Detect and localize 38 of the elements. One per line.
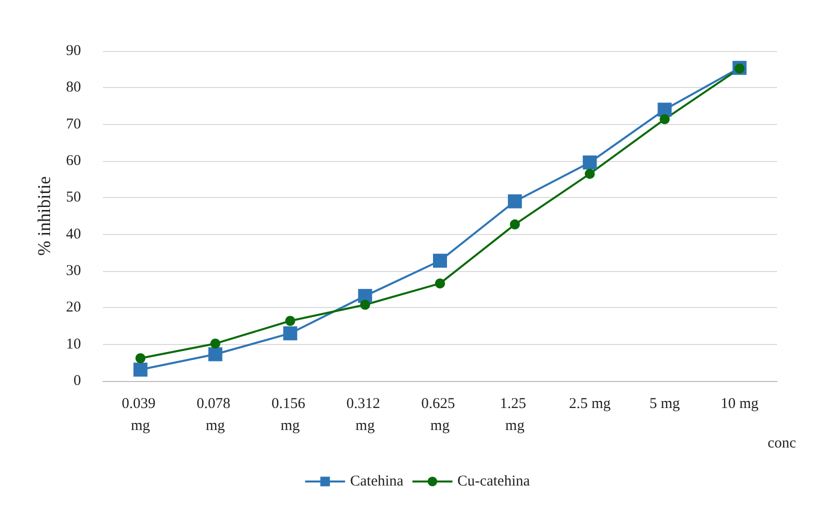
x-tick-label: 0.312 mg (346, 396, 384, 434)
point (135, 353, 146, 364)
y-tick-label: 20 (66, 300, 81, 316)
legend-label: Cu-catehina (457, 474, 530, 490)
y-tick-label: 50 (66, 190, 81, 206)
y-tick-label: 0 (74, 373, 81, 389)
x-tick-label: 10 mg (720, 396, 760, 412)
legend-label: Catehina (350, 474, 404, 490)
x-tick-label: 5 mg (649, 396, 680, 412)
x-axis-title: conc (768, 436, 796, 452)
point (435, 278, 445, 288)
point (283, 326, 298, 340)
x-tick-label: 2.5 mg (568, 396, 612, 412)
point (510, 219, 520, 230)
y-tick-label: 90 (66, 43, 81, 59)
point (208, 347, 222, 362)
point (582, 155, 597, 170)
y-tick-label: 60 (66, 153, 81, 169)
y-tick-label: 80 (66, 80, 81, 96)
point (133, 362, 148, 377)
x-tick-label: 0.039 mg (122, 396, 160, 434)
x-tick-label: 0.078 mg (196, 396, 234, 434)
point (210, 338, 220, 349)
y-tick-label: 40 (66, 226, 81, 242)
point (660, 114, 670, 124)
x-tick-label: 0.156 mg (271, 396, 309, 434)
y-axis-title: % inhibitie (34, 176, 54, 256)
x-tick-label: 1.25 mg (500, 396, 530, 434)
y-tick-label: 10 (66, 336, 81, 352)
point (508, 194, 522, 208)
point (285, 316, 296, 326)
y-tick-label: 70 (66, 116, 81, 132)
point (658, 102, 672, 117)
y-tick-label: 30 (66, 263, 81, 279)
x-tick-label: 0.625 mg (421, 396, 459, 434)
point (433, 254, 447, 268)
point (584, 168, 595, 179)
point (360, 300, 370, 310)
